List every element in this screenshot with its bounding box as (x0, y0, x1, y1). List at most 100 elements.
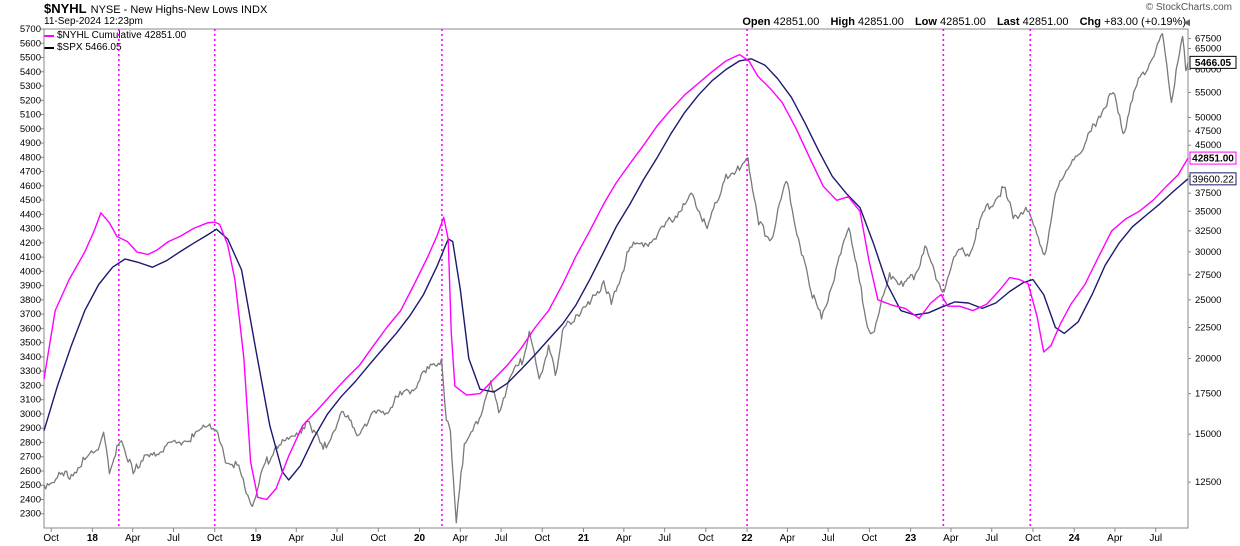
right-tick-label: 37500 (1195, 188, 1221, 199)
x-tick-label: Oct (862, 533, 878, 544)
x-tick-label: Apr (780, 533, 796, 544)
open-value: 42851.00 (773, 16, 820, 28)
left-tick-label: 5000 (20, 124, 41, 135)
legend-swatch-nyhl (44, 35, 54, 37)
right-tick-label: 22500 (1195, 323, 1221, 334)
price-tag-label: 42851.00 (1192, 154, 1234, 165)
left-tick-label: 4400 (20, 209, 41, 220)
x-tick-label: 20 (414, 533, 426, 544)
x-tick-label: Oct (698, 533, 714, 544)
x-tick-label: Oct (371, 533, 387, 544)
price-tag-box (1189, 172, 1237, 186)
right-tick-label: 25000 (1195, 295, 1221, 306)
left-tick-label: 4700 (20, 167, 41, 178)
x-tick-label: Oct (535, 533, 551, 544)
high-value: 42851.00 (857, 16, 904, 28)
right-tick-label: 17500 (1195, 389, 1221, 400)
legend-value-spx: 5466.05 (85, 42, 122, 53)
x-tick-label: Jul (822, 533, 835, 544)
left-tick-label: 4200 (20, 238, 41, 249)
x-tick-label: Oct (207, 533, 223, 544)
left-tick-label: 3400 (20, 352, 41, 363)
price-tag-box (1189, 151, 1237, 165)
price-tag-label: 39600.22 (1192, 174, 1234, 185)
brand-watermark: © StockCharts.com (1145, 2, 1232, 13)
date-time: 11-Sep-2024 12:23pm (44, 16, 143, 27)
series-line-spx (43, 33, 1189, 524)
series-line-nyhl-ma (43, 58, 1189, 481)
legend-value-nyhl: 42851.00 (144, 30, 187, 41)
left-tick-label: 2400 (20, 494, 41, 505)
legend-label-nyhl: $NYHL Cumulative (57, 30, 142, 41)
left-tick-label: 4000 (20, 266, 41, 277)
left-tick-label: 4800 (20, 152, 41, 163)
right-tick-label: 50000 (1195, 113, 1221, 124)
left-tick-label: 2500 (20, 480, 41, 491)
right-tick-label: 65000 (1195, 43, 1221, 54)
left-tick-label: 3700 (20, 309, 41, 320)
x-tick-label: Apr (453, 533, 469, 544)
x-tick-label: Apr (1107, 533, 1123, 544)
price-tag-box (1189, 55, 1237, 69)
left-tick-label: 3300 (20, 366, 41, 377)
left-tick-label: 5200 (20, 95, 41, 106)
left-tick-label: 5500 (20, 53, 41, 64)
x-tick-label: Jul (1149, 533, 1162, 544)
symbol: $NYHL (44, 1, 87, 16)
right-tick-label: 67500 (1195, 34, 1221, 45)
left-tick-label: 4300 (20, 224, 41, 235)
legend-item-spx: $SPX 5466.05 (44, 42, 186, 54)
x-tick-label: Oct (1025, 533, 1041, 544)
last-value: 42851.00 (1022, 16, 1069, 28)
x-tick-label: Apr (125, 533, 141, 544)
right-tick-label: 15000 (1195, 429, 1221, 440)
last-label: Last (996, 16, 1020, 28)
low-value: 42851.00 (940, 16, 986, 28)
left-tick-label: 2300 (20, 509, 41, 520)
right-tick-label: 47500 (1195, 126, 1221, 137)
left-tick-label: 3500 (20, 338, 41, 349)
left-tick-label: 5600 (20, 38, 41, 49)
left-tick-label: 3900 (20, 281, 41, 292)
right-tick-label: 45000 (1195, 140, 1221, 151)
x-tick-label: 24 (1069, 533, 1081, 544)
left-tick-label: 4100 (20, 252, 41, 263)
x-tick-label: Jul (167, 533, 180, 544)
chg-value: +83.00 (+0.19%) (1104, 16, 1186, 28)
symbol-description: NYSE - New Highs-New Lows INDX (90, 4, 268, 16)
left-tick-label: 3200 (20, 380, 41, 391)
left-tick-label: 5100 (20, 110, 41, 121)
left-tick-label: 4600 (20, 181, 41, 192)
right-tick-label: 55000 (1195, 87, 1221, 98)
legend-item-nyhl: $NYHL Cumulative 42851.00 (44, 30, 186, 42)
chg-label: Chg (1079, 16, 1101, 28)
left-tick-label: 5700 (20, 24, 41, 35)
legend-label-spx: $SPX (57, 42, 83, 53)
open-label: Open (742, 16, 771, 28)
x-tick-label: Apr (943, 533, 959, 544)
series-line-nyhl-cumulative (43, 53, 1189, 501)
x-tick-label: Jul (658, 533, 671, 544)
left-tick-label: 2900 (20, 423, 41, 434)
legend: $NYHL Cumulative 42851.00 $SPX 5466.05 (44, 30, 186, 54)
right-tick-label: 30000 (1195, 247, 1221, 258)
price-tag-label: 5466.05 (1195, 58, 1232, 69)
x-tick-label: 23 (905, 533, 917, 544)
x-tick-label: Jul (985, 533, 998, 544)
right-tick-label: 35000 (1195, 206, 1221, 217)
right-tick-label: 60000 (1195, 65, 1221, 76)
right-tick-label: 12500 (1195, 477, 1221, 488)
left-tick-label: 5400 (20, 67, 41, 78)
left-tick-label: 3600 (20, 323, 41, 334)
left-tick-label: 3800 (20, 295, 41, 306)
left-tick-label: 4500 (20, 195, 41, 206)
left-tick-label: 5300 (20, 81, 41, 92)
chart-title: $NYHL NYSE - New Highs-New Lows INDX (44, 1, 267, 16)
collapse-triangle-icon[interactable]: ◀ (1183, 17, 1190, 27)
right-tick-label: 20000 (1195, 354, 1221, 365)
x-tick-label: 21 (578, 533, 590, 544)
x-tick-label: Jul (495, 533, 508, 544)
left-tick-label: 2600 (20, 466, 41, 477)
left-tick-label: 3100 (20, 395, 41, 406)
